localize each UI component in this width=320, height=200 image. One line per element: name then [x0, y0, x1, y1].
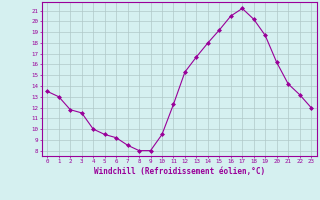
X-axis label: Windchill (Refroidissement éolien,°C): Windchill (Refroidissement éolien,°C)	[94, 167, 265, 176]
